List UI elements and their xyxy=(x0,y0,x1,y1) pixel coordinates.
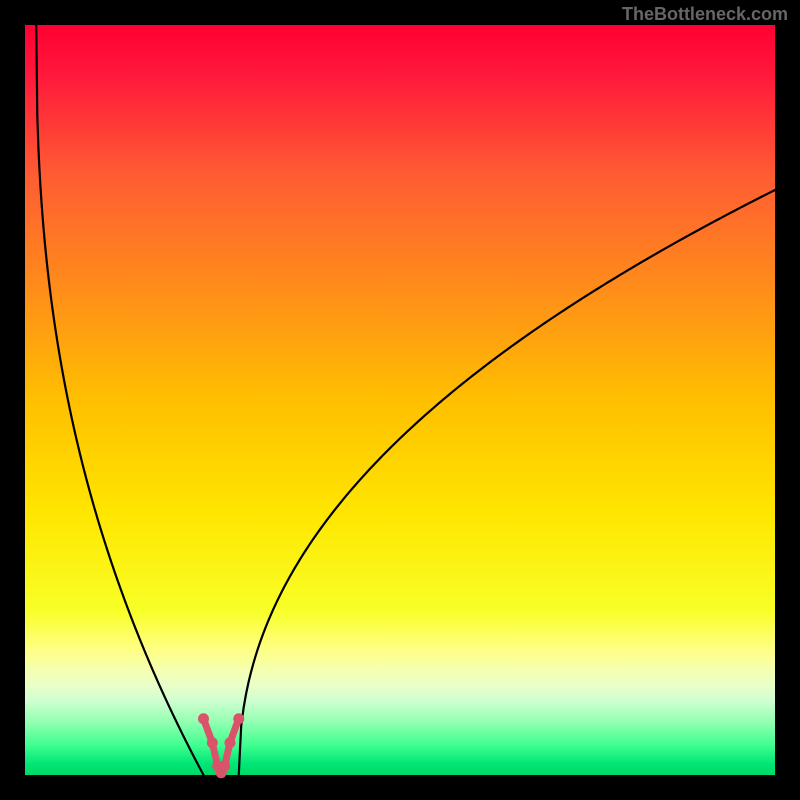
chart-root: TheBottleneck.com xyxy=(0,0,800,800)
notch-dot xyxy=(224,737,235,748)
notch-dot xyxy=(198,713,209,724)
notch-dot xyxy=(207,737,218,748)
notch-dot xyxy=(219,761,230,772)
attribution-text: TheBottleneck.com xyxy=(622,4,788,24)
attribution-label: TheBottleneck.com xyxy=(622,4,788,25)
plot-area-gradient xyxy=(25,25,775,775)
notch-dot xyxy=(233,713,244,724)
bottleneck-chart xyxy=(0,0,800,800)
